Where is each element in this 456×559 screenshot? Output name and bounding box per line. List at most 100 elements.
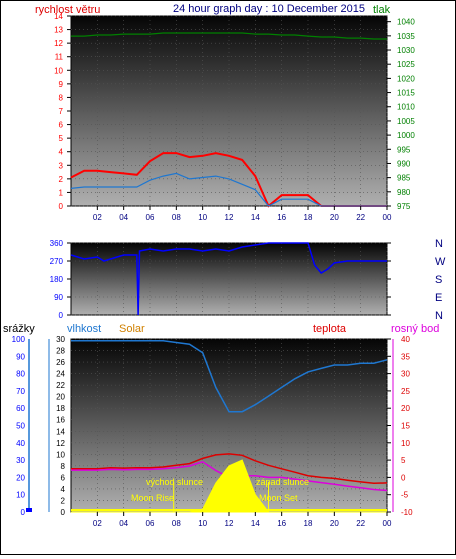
pressure-tick-label: 1010 [397,103,415,112]
humidity-tick-label: 10 [56,450,65,459]
wind-speed-tick-label: 1 [59,188,64,197]
x-tick-label: 00 [383,213,392,222]
x-tick-label: 22 [356,519,365,528]
wind-speed-tick-label: 4 [59,148,64,157]
humidity-tick-label: 24 [56,370,65,379]
humidity-tick-label: 26 [56,358,65,367]
humidity-tick-label: 6 [61,473,66,482]
compass-tick-label: N [435,238,443,250]
pressure-tick-label: 1015 [397,89,415,98]
pressure-tick-label: 1035 [397,32,415,41]
pressure-tick-label: 1020 [397,74,415,83]
humidity-tick-label: 22 [56,381,65,390]
humidity-tick-label: 12 [56,439,65,448]
humidity-tick-label: 0 [61,508,66,517]
dewpoint-axis-title: rosný bod [391,323,439,335]
temperature-tick-label: 15 [401,422,410,431]
x-tick-label: 12 [225,519,234,528]
x-tick-label: 02 [93,213,102,222]
pressure-tick-label: 995 [397,145,411,154]
x-tick-label: 14 [251,519,260,528]
x-tick-label: 18 [304,213,313,222]
humidity-tick-label: 18 [56,404,65,413]
humidity-tick-label: 8 [61,462,66,471]
x-tick-label: 00 [383,519,392,528]
x-tick-label: 14 [251,213,260,222]
compass-tick-label: W [435,256,446,268]
temperature-tick-label: 40 [401,335,410,344]
wind-speed-tick-label: 14 [54,12,63,21]
pressure-tick-label: 985 [397,174,411,183]
series-line-temperature [71,453,388,485]
x-tick-label: 10 [198,519,207,528]
humidity-tick-label: 4 [61,485,66,494]
temperature-tick-label: 35 [401,352,410,361]
x-tick-label: 08 [172,519,181,528]
temperature-tick-label: 30 [401,370,410,379]
rain-axis-title: srážky [3,323,35,335]
rain-bar [26,508,32,512]
pressure-axis-title: tlak [373,4,391,16]
wind-speed-tick-label: 8 [59,93,64,102]
humidity-tick-label: 30 [56,335,65,344]
rain-tick-label: 70 [16,387,25,396]
x-tick-label: 04 [119,519,128,528]
direction-tick-label: 180 [50,275,64,284]
humidity-tick-label: 14 [56,427,65,436]
temperature-tick-label: 0 [401,473,406,482]
wind-speed-axis-title: rychlost větru [35,4,100,16]
temperature-tick-label: 25 [401,387,410,396]
moonrise-label: Moon Rise [131,493,174,503]
x-tick-label: 02 [93,519,102,528]
rain-tick-label: 10 [16,491,25,500]
series-line-direction [70,242,387,316]
rain-tick-label: 20 [16,473,25,482]
wind-speed-tick-label: 9 [59,80,64,89]
x-tick-label: 10 [198,213,207,222]
pressure-tick-label: 1005 [397,117,415,126]
direction-tick-label: 270 [50,257,64,266]
x-tick-label: 04 [119,213,128,222]
wind-speed-tick-label: 5 [59,134,64,143]
temperature-tick-label: -5 [401,491,409,500]
direction-tick-label: 0 [59,311,64,320]
temperature-tick-label: 5 [401,456,406,465]
wind-speed-tick-label: 7 [59,107,64,116]
series-line-humidity [71,339,388,413]
wind-speed-tick-label: 10 [54,66,63,75]
direction-tick-label: 90 [54,293,63,302]
humidity-axis-title: vlhkost [67,323,101,335]
humidity-tick-label: 2 [61,496,66,505]
wind-speed-tick-label: 13 [54,26,63,35]
pressure-tick-label: 975 [397,202,411,211]
pressure-tick-label: 1025 [397,60,415,69]
temperature-axis-title: teplota [313,323,347,335]
wind-speed-tick-label: 2 [59,175,64,184]
x-tick-label: 06 [146,519,155,528]
x-tick-label: 16 [277,519,286,528]
pressure-tick-label: 990 [397,159,411,168]
humidity-tick-label: 16 [56,416,65,425]
direction-tick-label: 360 [50,239,64,248]
solar-axis-title: Solar [119,323,145,335]
compass-tick-label: N [435,310,443,322]
temperature-tick-label: 20 [401,404,410,413]
pressure-tick-label: 1040 [397,18,415,27]
x-tick-label: 08 [172,213,181,222]
graph-title: 24 hour graph day : 10 December 2015 [173,3,365,15]
moonset-label: Moon Set [259,493,298,503]
wind-speed-tick-label: 0 [59,202,64,211]
wind-speed-tick-label: 6 [59,121,64,130]
rain-tick-label: 0 [21,508,26,517]
sunset-label: západ slunce [256,477,309,487]
series-area-solar [71,459,387,513]
x-tick-label: 06 [146,213,155,222]
x-tick-label: 18 [304,519,313,528]
rain-tick-label: 60 [16,404,25,413]
rain-tick-label: 40 [16,439,25,448]
